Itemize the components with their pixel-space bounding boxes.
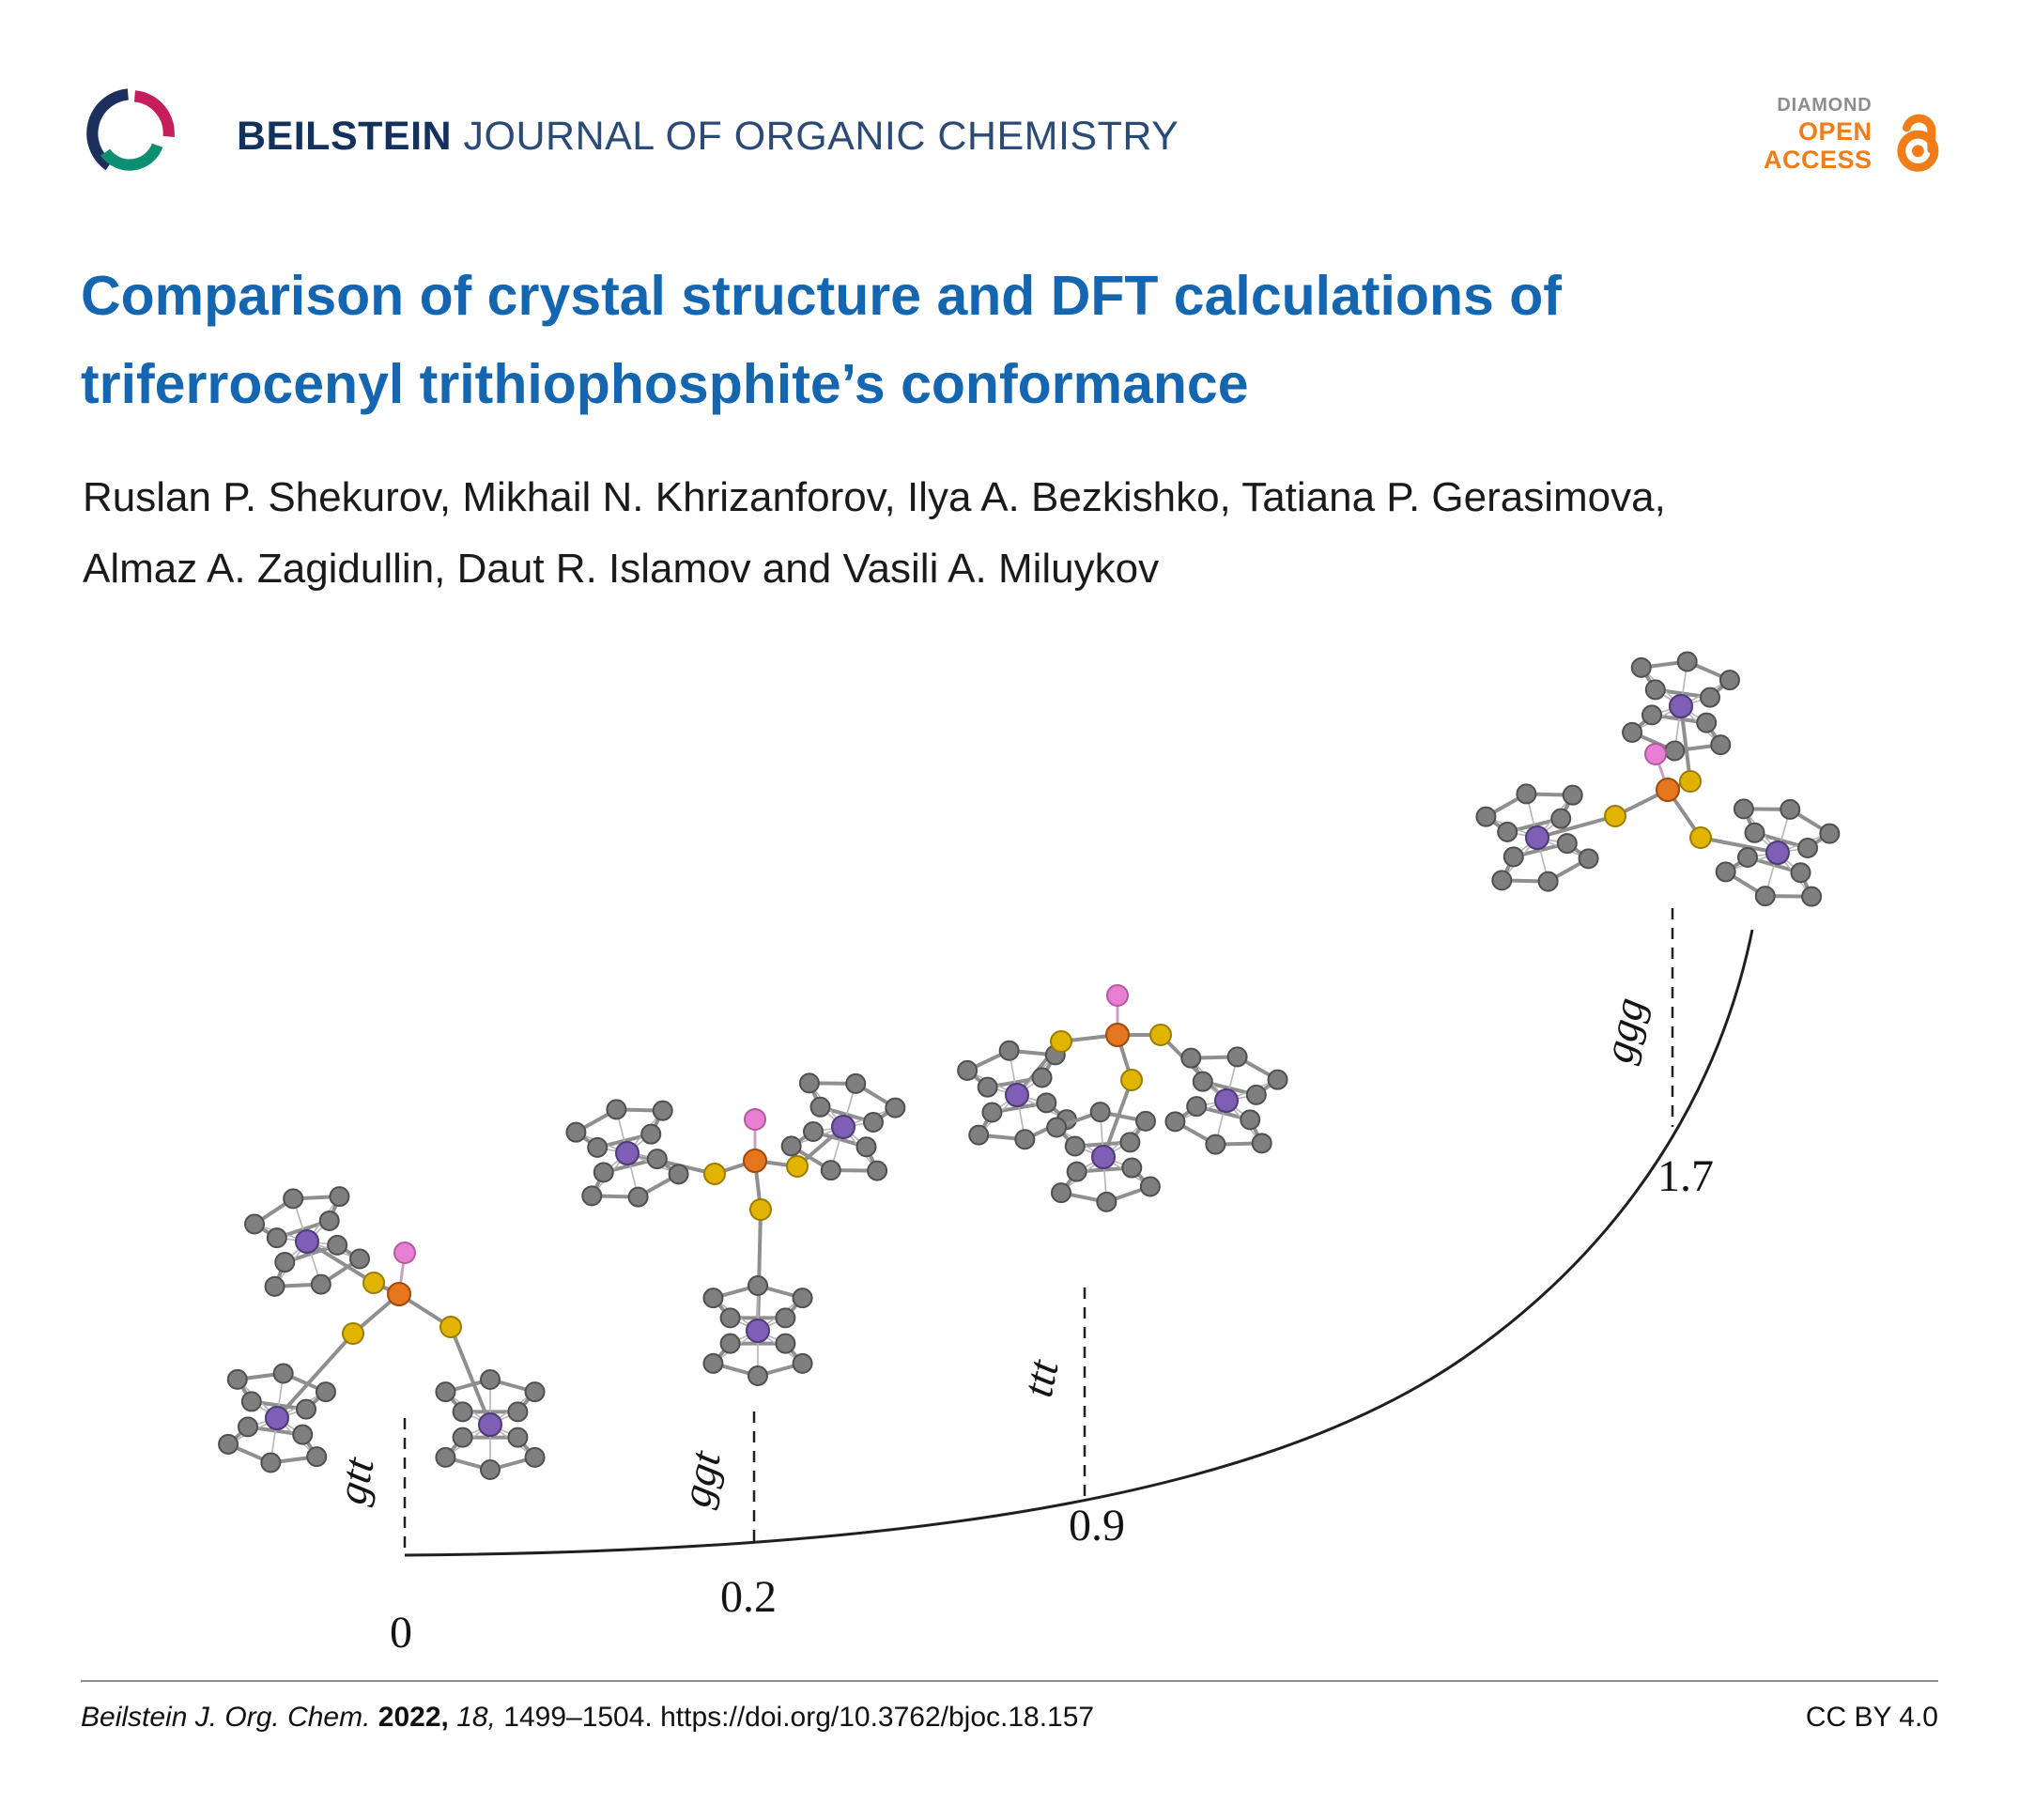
molecule-ttt [957,984,1288,1212]
open-access-access-label: ACCESS [1764,146,1873,175]
conformer-label-ttt: ttt [1013,1355,1068,1401]
beilstein-logo [86,88,175,171]
energy-value-ggt: 0.2 [720,1572,777,1622]
conformer-label-ggg: ggg [1594,994,1654,1067]
open-access-lock-icon [1896,114,1938,172]
title-line-2: triferrocenyl trithiophosphite’s conform… [81,353,1249,416]
citation-pages: 1499–1504. [503,1702,653,1733]
open-access-badge: DIAMOND OPEN ACCESS [1764,94,1957,182]
citation-journal: Beilstein J. Org. Chem. [81,1702,371,1733]
molecule-gtt [218,1186,546,1480]
logo-arc-crimson [133,90,175,137]
molecule-ggt [565,1072,906,1386]
title-line-1: Comparison of crystal structure and DFT … [81,265,1562,327]
open-access-open-label: OPEN [1798,117,1873,146]
molecule-ggg [1475,651,1841,907]
footer-rule [81,1680,1938,1682]
citation: Beilstein J. Org. Chem. 2022, 18, 1499–1… [81,1702,1094,1734]
open-access-diamond-label: DIAMOND [1777,95,1873,116]
license-label[interactable]: CC BY 4.0 [1805,1702,1938,1733]
open-access-text: DIAMOND OPEN ACCESS [1764,94,1873,174]
article-title: Comparison of crystal structure and DFT … [81,252,1562,429]
energy-curve [404,929,1754,1557]
authors-line-2: Almaz A. Zagidullin, Daut R. Islamov and… [83,545,1160,592]
journal-name-bold: BEILSTEIN [237,114,453,159]
journal-name-rest: JOURNAL OF ORGANIC CHEMISTRY [452,114,1179,159]
conformer-energy-figure: gtt ggt ttt ggg 0 0.2 0.9 1.7 [218,651,1841,1658]
citation-doi-link[interactable]: https://doi.org/10.3762/bjoc.18.157 [660,1702,1095,1733]
conformer-label-gtt: gtt [327,1453,383,1508]
conformer-label-ggt: ggt [671,1446,730,1511]
journal-name: BEILSTEIN JOURNAL OF ORGANIC CHEMISTRY [237,114,1179,160]
logo-arc-navy [86,88,130,171]
logo-arc-green [100,143,163,171]
authors-line-1: Ruslan P. Shekurov, Mikhail N. Khrizanfo… [83,474,1666,520]
molecule-models [218,651,1841,1480]
energy-value-ggg: 1.7 [1657,1151,1714,1201]
energy-value-ttt: 0.9 [1069,1501,1125,1550]
citation-volume: 18, [456,1702,496,1733]
author-list: Ruslan P. Shekurov, Mikhail N. Khrizanfo… [83,462,1666,604]
citation-year: 2022, [378,1702,449,1733]
footer: Beilstein J. Org. Chem. 2022, 18, 1499–1… [81,1702,1938,1734]
energy-value-gtt: 0 [390,1608,412,1658]
